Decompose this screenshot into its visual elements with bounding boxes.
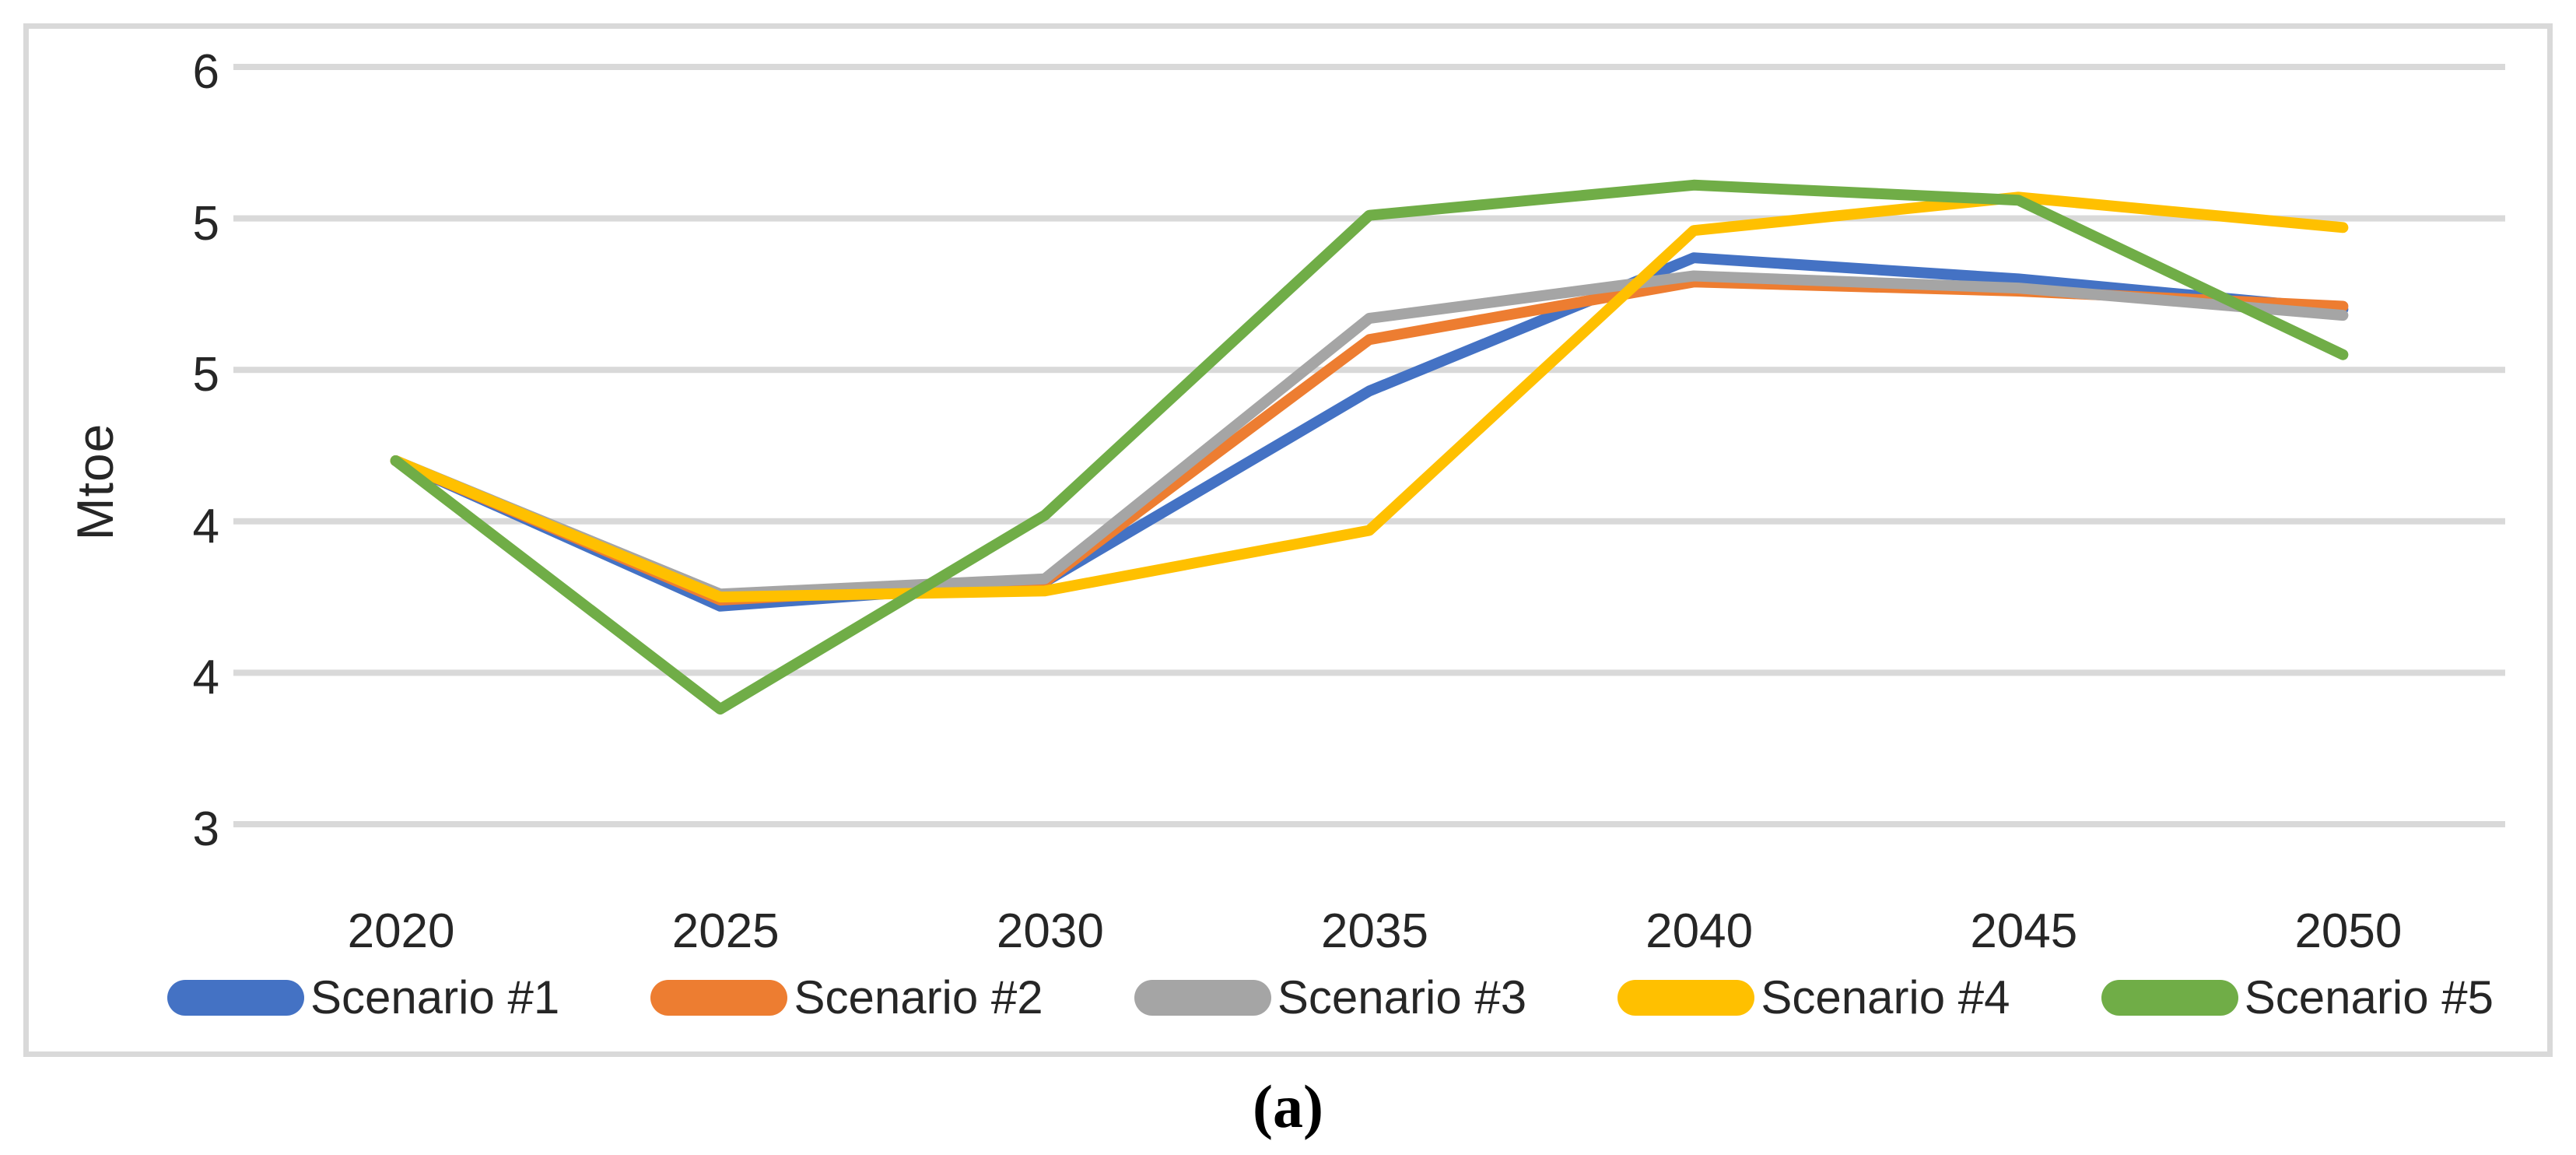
y-tick-label: 4 [192, 499, 219, 553]
legend-item-scenario-5: Scenario #5 [2101, 967, 2494, 1028]
legend-label: Scenario #5 [2244, 971, 2494, 1023]
x-tick-label: 2020 [347, 904, 455, 958]
legend-item-scenario-4: Scenario #4 [1617, 967, 2010, 1028]
y-tick-label: 3 [192, 802, 219, 856]
x-tick-label: 2040 [1645, 904, 1754, 958]
figure-caption: (a) [1253, 1072, 1323, 1140]
legend-item-scenario-2: Scenario #2 [650, 967, 1043, 1028]
x-tick-label: 2035 [1321, 904, 1428, 958]
y-tick-label: 6 [192, 45, 219, 99]
x-tick-label: 2045 [1970, 904, 2078, 958]
x-tick-label: 2050 [2294, 904, 2403, 958]
legend-swatch-scenario-5 [2101, 980, 2238, 1016]
legend-swatch-scenario-4 [1617, 980, 1755, 1016]
y-tick-label: 4 [192, 651, 219, 705]
x-tick-label: 2030 [996, 904, 1104, 958]
legend-item-scenario-3: Scenario #3 [1134, 967, 1526, 1028]
legend-label: Scenario #1 [310, 971, 560, 1023]
legend-swatch-scenario-2 [650, 980, 788, 1016]
y-axis-title: Mtoe [66, 423, 124, 541]
x-tick-label: 2025 [671, 904, 780, 958]
legend-label: Scenario #4 [1761, 971, 2010, 1023]
y-tick-label: 5 [192, 348, 219, 402]
legend-label: Scenario #2 [794, 971, 1043, 1023]
legend-swatch-scenario-1 [167, 980, 304, 1016]
legend: Scenario #1 Scenario #2 Scenario #3 Scenari… [167, 967, 2494, 1028]
chart-frame: Mtoe 6 5 5 4 4 3 2020 2025 2030 2035 2040 2045 2050… [23, 23, 2553, 1057]
legend-label: Scenario #3 [1277, 971, 1527, 1023]
y-tick-label: 5 [192, 196, 219, 251]
legend-item-scenario-1: Scenario #1 [167, 967, 559, 1028]
legend-swatch-scenario-3 [1134, 980, 1271, 1016]
